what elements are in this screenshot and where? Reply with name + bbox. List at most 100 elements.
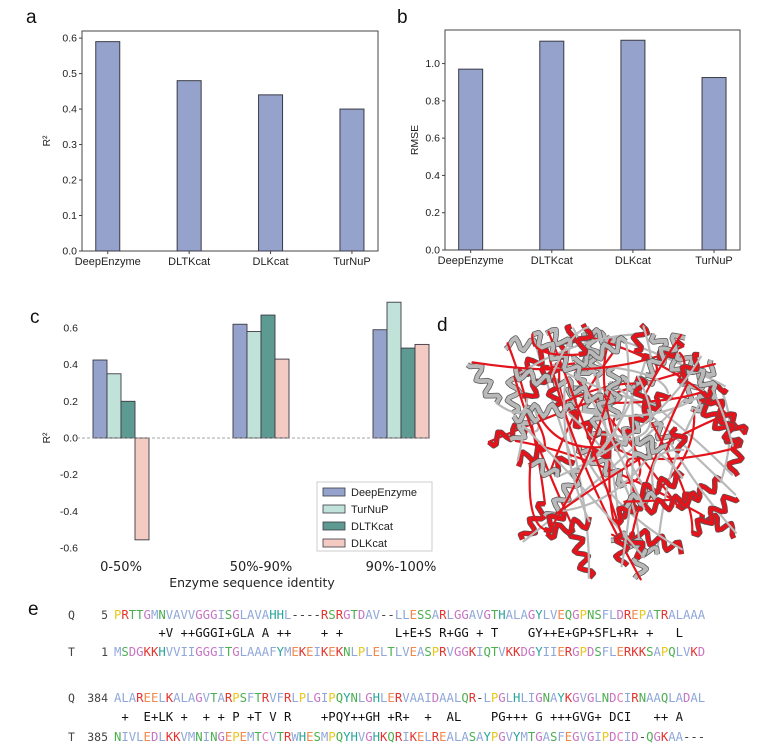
residue: K (380, 730, 388, 744)
residue: M (520, 730, 527, 744)
residue (144, 626, 151, 640)
residue: L (676, 626, 683, 640)
legend-swatch (322, 521, 346, 531)
residue: Q (336, 691, 343, 705)
residue: A (417, 691, 425, 705)
residue: Q (484, 645, 491, 659)
helix (545, 516, 592, 540)
residue: L (395, 608, 402, 622)
residue: V (580, 730, 588, 744)
residue: K (321, 645, 329, 659)
y-tick-label: 0.5 (62, 68, 77, 80)
residue: H (269, 608, 276, 622)
sequence-alignment: Q 5T 1PRTTGMNVAVVGGGISGLAVAHHL----RSRGTDAV… (68, 608, 706, 744)
residue: F (602, 608, 609, 622)
residue: - (314, 608, 321, 622)
residue: G (232, 645, 239, 659)
residue: G (498, 730, 505, 744)
residue: D (432, 691, 439, 705)
residue: + (321, 626, 328, 640)
residue: A (690, 608, 698, 622)
loop (528, 459, 546, 531)
residue: + (225, 626, 232, 640)
residue: A (469, 608, 477, 622)
residue: G (528, 608, 535, 622)
residue: L (676, 608, 683, 622)
residue: + (358, 710, 365, 724)
residue: L (291, 691, 298, 705)
residue: + (565, 626, 572, 640)
residue: + (617, 626, 624, 640)
helix (518, 501, 546, 541)
loop (531, 333, 581, 357)
y-tick-label: 0.6 (62, 33, 77, 45)
panel-label-a: a (26, 7, 37, 28)
residue: P (602, 730, 609, 744)
residue: A (447, 710, 455, 724)
residue: A (254, 645, 262, 659)
residue: G (587, 730, 594, 744)
legend-label: DeepEnzyme (351, 487, 417, 499)
y-axis-label: R² (41, 432, 53, 444)
residue: A (262, 626, 270, 640)
residue: P (328, 691, 335, 705)
residue: P (232, 691, 239, 705)
residue: D (631, 730, 638, 744)
helix (526, 402, 576, 419)
y-tick-label: 0.1 (62, 210, 77, 222)
loop (623, 496, 699, 503)
residue: I (543, 645, 550, 659)
group-label: 50%-90% (230, 560, 292, 575)
residue: R (284, 691, 292, 705)
residue: - (306, 608, 313, 622)
residue: - (476, 691, 483, 705)
helix (545, 327, 573, 347)
residue: N (639, 691, 646, 705)
residue (469, 710, 476, 724)
residue: E (144, 710, 151, 724)
protein-structure-overlay (465, 322, 749, 581)
residue: G (461, 645, 468, 659)
residue: E (417, 730, 424, 744)
residue: P (328, 710, 335, 724)
residue: N (587, 608, 594, 622)
residue (225, 710, 232, 724)
residue: E (387, 691, 394, 705)
residue: + (188, 626, 195, 640)
residue (653, 626, 660, 640)
residue: A (668, 730, 676, 744)
residue: E (306, 645, 313, 659)
residue: P (491, 710, 498, 724)
residue: Q (461, 691, 468, 705)
residue: A (653, 645, 661, 659)
residue: V (683, 645, 691, 659)
bar-turnup-2 (386, 301, 402, 439)
residue: L (520, 691, 527, 705)
residue: + (217, 710, 224, 724)
residue: G (343, 608, 350, 622)
residue: L (365, 645, 372, 659)
residue: V (181, 608, 189, 622)
bar-turnup (701, 77, 727, 251)
residue: K (631, 645, 639, 659)
residue (151, 626, 158, 640)
helix (642, 491, 699, 515)
residue (350, 626, 357, 640)
residue: T (225, 645, 233, 659)
bar-dlkcat (620, 39, 646, 251)
residue: R (565, 645, 573, 659)
residue: A (188, 691, 196, 705)
residue: K (506, 645, 514, 659)
residue: G (535, 730, 542, 744)
residue: L (240, 645, 247, 659)
residue: D (151, 730, 158, 744)
target-label: T (68, 645, 75, 659)
legend-swatch (322, 504, 346, 514)
query-sequence: ALAREELKALAGVTARPSFTRVFRLPLGIPQYNLGHLERV… (114, 691, 705, 705)
chart-a-r2: 0.0 0.1 0.2 0.3 0.4 0.5 0.6 DeepEnzyme DLTKcat DL… (41, 30, 379, 268)
residue: V (166, 645, 174, 659)
residue (291, 626, 298, 640)
residue: V (269, 730, 277, 744)
residue: A (432, 608, 440, 622)
residue: I (188, 645, 195, 659)
